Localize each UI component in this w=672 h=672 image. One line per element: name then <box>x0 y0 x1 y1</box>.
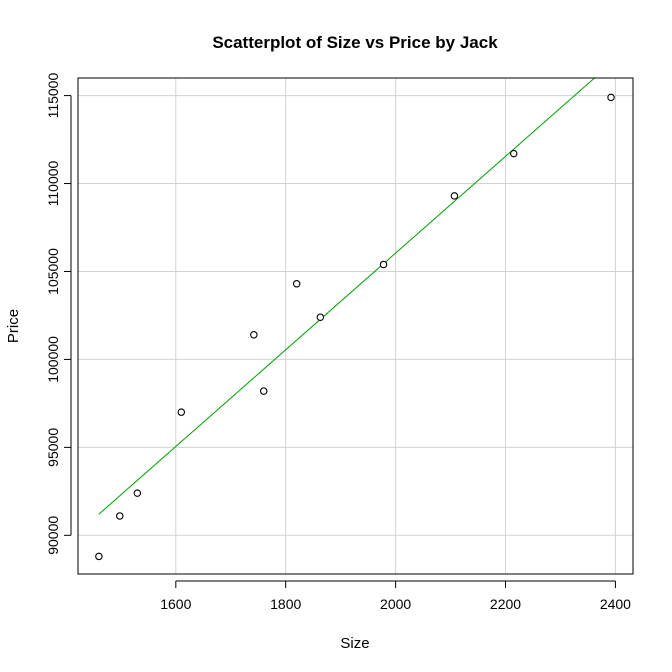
y-axis: 90000 95000 100000 105000 110000 115000 <box>45 73 72 555</box>
x-tick-label: 2000 <box>380 596 411 612</box>
y-tick-label: 100000 <box>45 336 61 383</box>
data-point <box>250 331 258 339</box>
data-point <box>510 149 518 158</box>
x-axis: 1600 1800 2000 2200 2400 <box>160 580 631 612</box>
data-point <box>95 552 103 561</box>
x-tick-label: 1600 <box>160 596 191 612</box>
grid <box>78 78 633 574</box>
y-tick-label: 95000 <box>45 428 61 467</box>
data-point <box>379 260 388 269</box>
data-point <box>177 408 186 416</box>
data-point <box>607 93 615 102</box>
x-tick-label: 2400 <box>600 596 631 612</box>
data-point <box>450 192 459 200</box>
x-axis-label: Size <box>340 635 369 652</box>
points-layer <box>95 93 615 561</box>
x-tick-label: 2200 <box>490 596 521 612</box>
regression-line <box>98 77 595 515</box>
data-point <box>316 313 325 321</box>
y-tick-label: 90000 <box>45 516 61 555</box>
x-tick-label: 1800 <box>270 596 301 612</box>
y-tick-label: 110000 <box>45 160 61 206</box>
data-point <box>292 280 301 288</box>
plot-box <box>77 77 634 575</box>
y-tick-label: 115000 <box>45 73 61 119</box>
chart-title: Scatterplot of Size vs Price by Jack <box>212 33 498 52</box>
data-point <box>133 489 142 497</box>
fit-line-layer <box>98 77 595 515</box>
y-axis-label: Price <box>5 309 22 343</box>
data-point <box>116 512 124 520</box>
y-tick-label: 105000 <box>45 248 61 295</box>
data-point <box>259 387 268 395</box>
